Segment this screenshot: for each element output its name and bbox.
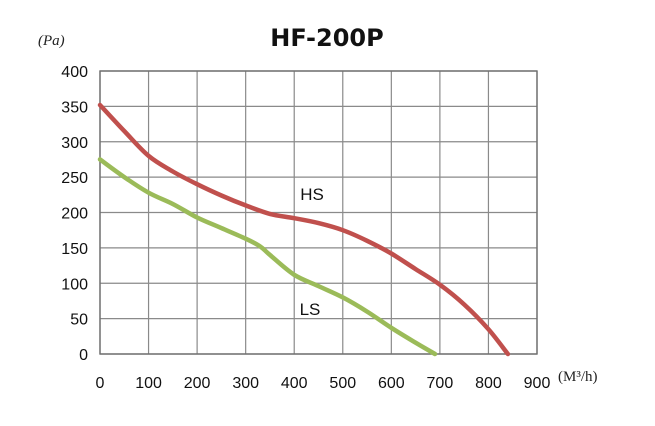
series-label-hs: HS [300,185,324,204]
series-label-ls: LS [300,300,321,319]
plot-frame [99,70,538,355]
series-labels: HS LS [300,185,324,319]
y-tick-label: 400 [61,64,88,81]
y-tick-label: 100 [61,276,88,293]
x-tick-label: 600 [378,375,405,392]
grid [99,70,538,355]
y-tick-label: 250 [61,170,88,187]
y-axis-unit: (Pa) [38,33,65,49]
y-tick-label: 0 [79,347,88,364]
x-tick-label: 100 [135,375,162,392]
y-tick-label: 50 [70,312,88,329]
x-axis-unit: (M³/h) [558,369,598,385]
x-tick-label: 500 [329,375,356,392]
x-tick-label: 200 [184,375,211,392]
x-tick-label: 0 [96,375,105,392]
y-tick-label: 200 [61,206,88,223]
y-tick-label: 300 [61,135,88,152]
x-tick-label: 800 [475,375,502,392]
y-tick-label: 350 [61,99,88,116]
series-line-hs [97,102,511,357]
tick-labels: 0 100 200 300 400 500 600 700 800 900 0 50 100 150 200… [61,64,550,392]
x-tick-label: 300 [232,375,259,392]
x-tick-label: 400 [281,375,308,392]
series-line-ls [97,157,438,357]
x-tick-label: 700 [427,375,454,392]
chart-title: HF-200P [270,24,383,52]
x-tick-label: 900 [524,375,551,392]
series [97,102,511,357]
y-tick-label: 150 [61,241,88,258]
